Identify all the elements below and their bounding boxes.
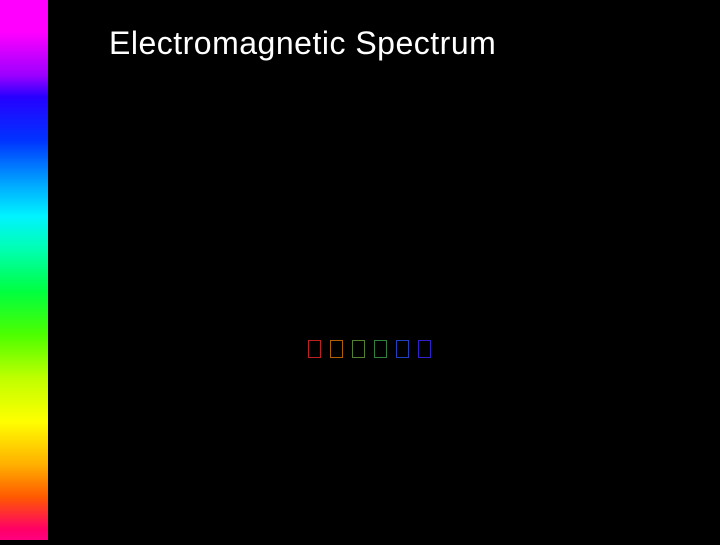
spectrum-svg [0, 0, 48, 540]
color-glyph-3 [374, 340, 387, 358]
color-glyph-5 [418, 340, 431, 358]
page-title: Electromagnetic Spectrum [109, 25, 496, 62]
color-glyph-row [308, 340, 431, 358]
color-glyph-4 [396, 340, 409, 358]
color-glyph-2 [352, 340, 365, 358]
color-glyph-0 [308, 340, 321, 358]
color-glyph-1 [330, 340, 343, 358]
spectrum-gradient-bar [0, 0, 48, 540]
